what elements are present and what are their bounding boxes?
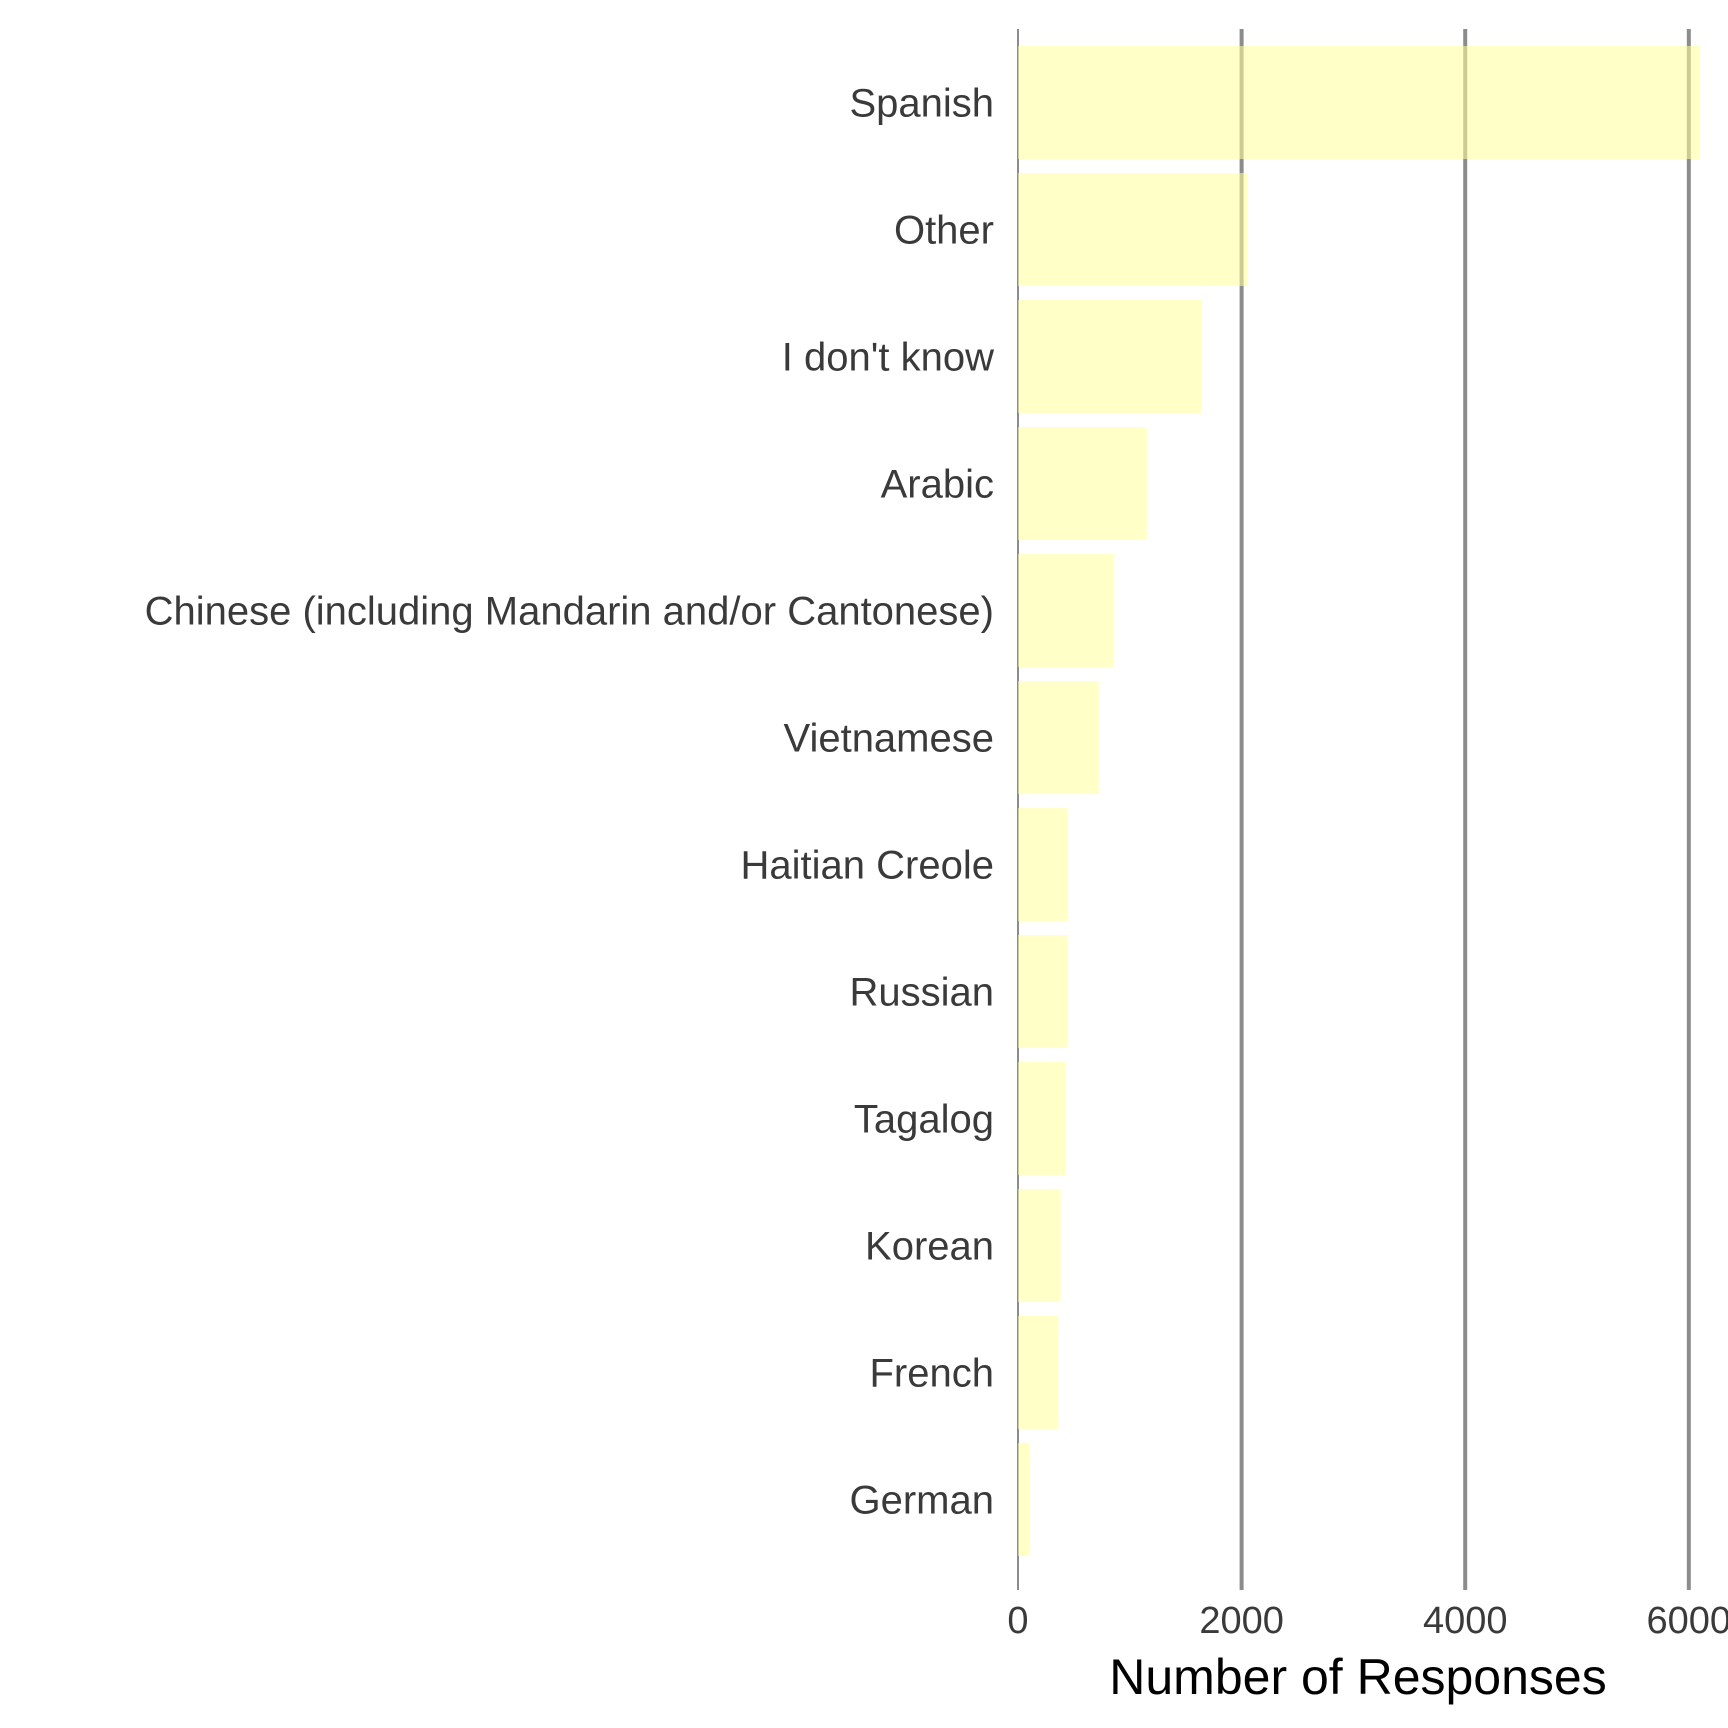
category-label: Spanish (849, 82, 994, 126)
category-label: Haitian Creole (741, 844, 994, 888)
x-tick-label: 6000 (1647, 1600, 1728, 1642)
bar (1018, 808, 1068, 921)
bar (1018, 173, 1248, 286)
bar (1018, 1316, 1059, 1429)
category-label: Russian (849, 971, 994, 1015)
x-axis-tick-labels: 0 2000 4000 6000 (1007, 1600, 1728, 1642)
category-labels: Spanish Other I don't know Arabic Chinese (i… (145, 82, 995, 1523)
bar (1018, 1189, 1061, 1302)
x-tick-label: 4000 (1423, 1600, 1508, 1642)
category-label: Other (894, 209, 994, 253)
category-label: French (870, 1352, 995, 1396)
bar (1018, 1443, 1030, 1556)
category-label: Tagalog (854, 1098, 994, 1142)
bar (1018, 554, 1114, 667)
category-label: Vietnamese (783, 717, 994, 761)
bar (1018, 427, 1147, 540)
x-tick-label: 2000 (1199, 1600, 1284, 1642)
x-tick-label: 0 (1007, 1600, 1028, 1642)
bar (1018, 935, 1068, 1048)
bar (1018, 681, 1099, 794)
bar (1018, 46, 1700, 159)
category-label: Chinese (including Mandarin and/or Canto… (145, 590, 994, 634)
category-label: Arabic (881, 463, 994, 507)
category-label: I don't know (782, 336, 994, 380)
bar (1018, 1062, 1065, 1175)
bar (1018, 300, 1202, 413)
category-label: German (850, 1479, 995, 1523)
x-axis-title: Number of Responses (1109, 1649, 1606, 1705)
bars (1018, 46, 1700, 1556)
category-label: Korean (865, 1225, 994, 1269)
